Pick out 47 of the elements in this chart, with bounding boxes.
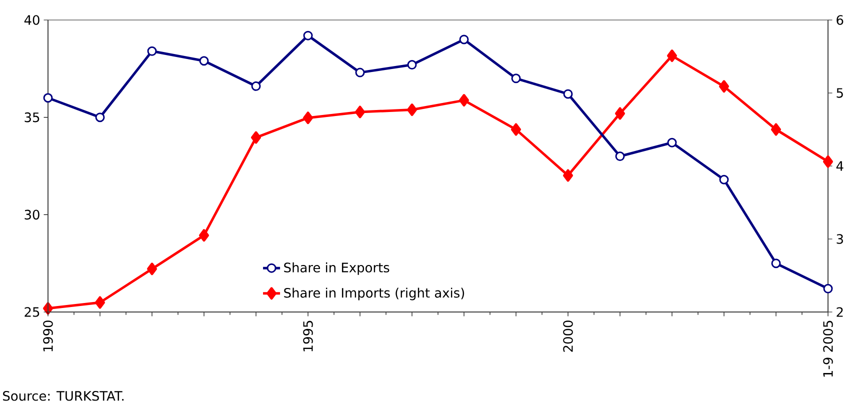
y-tick-label: 30	[24, 210, 40, 220]
y-tick-label: 25	[24, 307, 40, 317]
point	[355, 68, 365, 78]
legend-label: Share in Imports (right axis)	[284, 288, 464, 300]
point	[563, 89, 573, 99]
point	[199, 229, 210, 242]
y2-tick-label: 2	[836, 307, 843, 317]
source-note: Source: TURKSTAT.	[3, 391, 124, 401]
point	[459, 34, 469, 44]
point	[563, 169, 574, 182]
point	[511, 123, 522, 136]
point	[147, 46, 157, 56]
point	[95, 112, 105, 122]
point	[823, 155, 834, 168]
point	[43, 93, 53, 103]
point	[719, 80, 730, 93]
point	[95, 296, 105, 309]
y-tick-label: 40	[24, 15, 40, 25]
y-tick-label: 35	[24, 112, 40, 122]
point	[667, 138, 677, 148]
point	[459, 94, 470, 107]
point	[407, 60, 417, 70]
y2-tick-label: 5	[836, 88, 843, 98]
point	[771, 123, 782, 136]
point	[355, 106, 366, 118]
point	[667, 50, 678, 62]
y2-tick-label: 3	[836, 234, 843, 244]
x-tick-label: 1-9 2005	[823, 320, 833, 377]
x-tick-label: 2000	[563, 320, 573, 352]
point	[511, 74, 521, 84]
point	[147, 262, 158, 276]
y2-tick-label: 6	[836, 15, 844, 25]
point	[771, 258, 781, 268]
y2-tick-label: 4	[836, 161, 844, 171]
point	[719, 174, 729, 184]
x-tick-label: 1990	[43, 320, 53, 352]
legend-label: Share in Exports	[284, 262, 390, 275]
point	[199, 56, 209, 66]
point	[303, 30, 313, 40]
x-tick-label: 1995	[303, 320, 313, 352]
point	[823, 284, 833, 294]
point	[407, 104, 418, 116]
point	[251, 81, 261, 91]
point	[615, 152, 625, 162]
point	[615, 107, 626, 120]
point	[303, 112, 314, 124]
point	[251, 131, 262, 144]
